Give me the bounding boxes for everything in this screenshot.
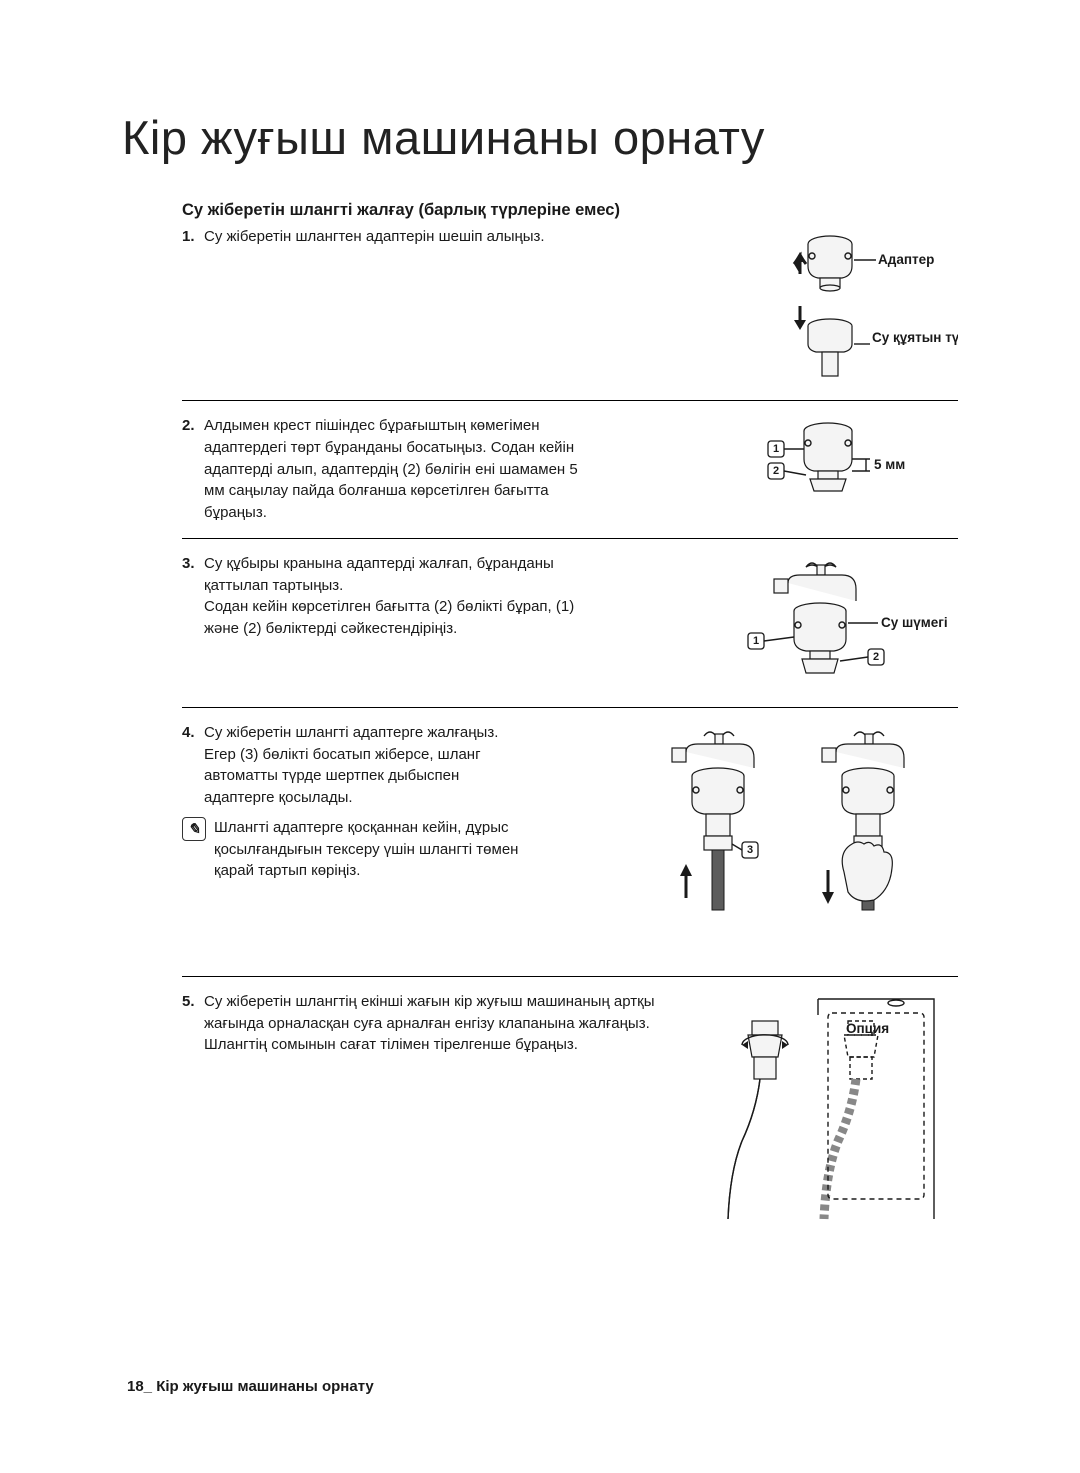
step-5-text: Су жіберетін шлангтің екінші жағын кір ж… xyxy=(204,991,664,1056)
adapter-label: Адаптер xyxy=(878,252,934,267)
step-3-block: 3. Су құбыры кранына адаптерді жалғап, б… xyxy=(122,553,958,693)
step-3-num: 3. xyxy=(182,553,200,575)
adapter-5mm-illustration: 5 мм 1 2 xyxy=(738,415,958,515)
tap-label: Су шүмегі xyxy=(881,615,948,630)
step-4-text: Су жіберетін шлангті адаптерге жалғаңыз.… xyxy=(204,722,514,809)
svg-text:1: 1 xyxy=(753,635,759,647)
step-4-note-text: Шлангті адаптерге қосқаннан кейін, дұрыс… xyxy=(214,817,544,882)
footer-title: Кір жуғыш машинаны орнату xyxy=(156,1378,374,1395)
two-taps-hose-illustration: 3 xyxy=(658,722,958,962)
divider-2 xyxy=(182,538,958,539)
step-2-num: 2. xyxy=(182,415,200,437)
step-5: 5. Су жіберетін шлангтің екінші жағын кі… xyxy=(182,991,698,1056)
svg-text:2: 2 xyxy=(773,465,779,477)
adapter-hose-illustration: Адаптер Су құятын түтік xyxy=(758,226,958,386)
step-1-block: 1. Су жіберетін шлангтен адаптерін шешіп… xyxy=(122,226,958,386)
step-4-block: 4. Су жіберетін шлангті адаптерге жалғаң… xyxy=(122,722,958,962)
divider-4 xyxy=(182,976,958,977)
divider-1 xyxy=(182,400,958,401)
fivemm-label: 5 мм xyxy=(874,457,905,472)
tap-adapter-illustration: Су шүмегі 1 2 xyxy=(728,553,958,693)
hose-inlet-label-1: Су құятын түтік xyxy=(872,330,958,345)
option-label: Опция xyxy=(846,1021,889,1036)
step-2-text: Алдымен крест пішіндес бұрағыштың көмегі… xyxy=(204,415,584,524)
step-4-num: 4. xyxy=(182,722,200,744)
step-2: 2. Алдымен крест пішіндес бұрағыштың көм… xyxy=(182,415,738,524)
machine-inlet-illustration: Опция xyxy=(698,991,958,1231)
step-4-note: ✎ Шлангті адаптерге қосқаннан кейін, дұр… xyxy=(182,817,658,882)
step-2-block: 2. Алдымен крест пішіндес бұрағыштың көм… xyxy=(122,415,958,524)
step-3-text: Су құбыры кранына адаптерді жалғап, бұра… xyxy=(204,553,584,640)
step-1-text: Су жіберетін шлангтен адаптерін шешіп ал… xyxy=(204,226,545,248)
step-1-num: 1. xyxy=(182,226,200,248)
step-4: 4. Су жіберетін шлангті адаптерге жалғаң… xyxy=(182,722,658,809)
step-5-num: 5. xyxy=(182,991,200,1013)
svg-text:1: 1 xyxy=(773,443,779,455)
svg-text:2: 2 xyxy=(873,651,879,663)
note-icon: ✎ xyxy=(182,817,206,841)
page-title: Кір жуғыш машинаны орнату xyxy=(122,110,958,165)
section-title: Су жіберетін шлангті жалғау (барлық түрл… xyxy=(182,201,958,220)
step-3: 3. Су құбыры кранына адаптерді жалғап, б… xyxy=(182,553,728,640)
divider-3 xyxy=(182,707,958,708)
step-1: 1. Су жіберетін шлангтен адаптерін шешіп… xyxy=(182,226,758,248)
step-5-block: 5. Су жіберетін шлангтің екінші жағын кі… xyxy=(122,991,958,1231)
page-footer: 18_ Кір жуғыш машинаны орнату xyxy=(127,1378,374,1395)
svg-text:3: 3 xyxy=(747,844,753,856)
page-number: 18_ xyxy=(127,1378,152,1395)
